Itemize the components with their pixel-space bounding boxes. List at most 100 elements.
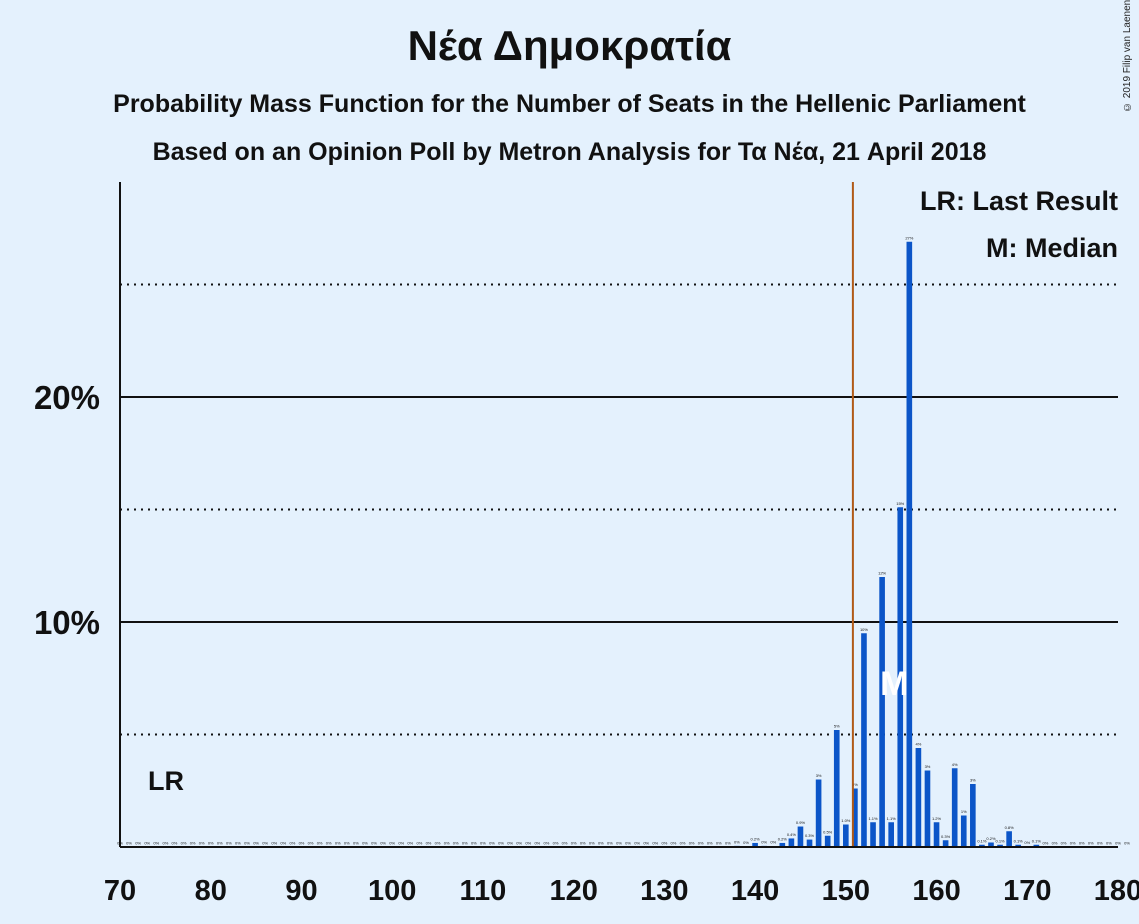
bar-label-seat-84: 0% bbox=[244, 841, 250, 846]
bar-seat-158 bbox=[915, 748, 922, 847]
bar-label-seat-138: 0% bbox=[734, 839, 740, 844]
bar-label-seat-106: 0% bbox=[444, 841, 450, 846]
x-tick-label-70: 70 bbox=[104, 875, 136, 907]
bar-label-seat-92: 0% bbox=[317, 841, 323, 846]
bar-label-seat-161: 0.3% bbox=[941, 834, 951, 839]
x-tick-label-150: 150 bbox=[822, 875, 870, 907]
bar-label-seat-150: 1.0% bbox=[841, 818, 851, 823]
bar-label-seat-174: 0% bbox=[1061, 841, 1067, 846]
bar-label-seat-131: 0% bbox=[671, 841, 677, 846]
x-tick-label-170: 170 bbox=[1003, 875, 1051, 907]
bar-seat-147 bbox=[815, 779, 822, 847]
bar-label-seat-101: 0% bbox=[398, 841, 404, 846]
median-marker: M bbox=[880, 665, 908, 703]
bar-label-seat-177: 0% bbox=[1088, 841, 1094, 846]
bar-seat-161 bbox=[942, 840, 949, 847]
bar-label-seat-136: 0% bbox=[716, 841, 722, 846]
bar-seat-149 bbox=[833, 730, 840, 847]
bar-label-seat-140: 0.2% bbox=[751, 836, 761, 841]
bar-label-seat-143: 0.2% bbox=[778, 836, 788, 841]
bar-seat-148 bbox=[824, 835, 831, 847]
bar-seat-151 bbox=[852, 788, 858, 847]
x-tick-label-120: 120 bbox=[549, 875, 597, 907]
bar-label-seat-172: 0% bbox=[1043, 841, 1049, 846]
bar-label-seat-124: 0% bbox=[607, 841, 613, 846]
bar-seat-145 bbox=[797, 826, 804, 847]
bar-label-seat-151: 3% bbox=[852, 782, 858, 787]
bar-label-seat-97: 0% bbox=[362, 841, 368, 846]
bar-seat-169 bbox=[1015, 844, 1022, 847]
chart-subtitle-2: Based on an Opinion Poll by Metron Analy… bbox=[152, 138, 987, 166]
bar-label-seat-163: 1% bbox=[961, 809, 967, 814]
bar-label-seat-173: 0% bbox=[1052, 841, 1058, 846]
bar-label-seat-116: 0% bbox=[534, 841, 540, 846]
x-tick-label-140: 140 bbox=[731, 875, 779, 907]
bar-label-seat-128: 0% bbox=[643, 841, 649, 846]
bar-label-seat-73: 0% bbox=[144, 841, 150, 846]
bar-label-seat-165: 0.1% bbox=[977, 838, 987, 843]
bar-label-seat-86: 0% bbox=[262, 841, 268, 846]
y-tick-label-20: 20% bbox=[34, 379, 100, 416]
bar-label-seat-80: 0% bbox=[208, 841, 214, 846]
x-tick-label-100: 100 bbox=[368, 875, 416, 907]
bar-label-seat-133: 0% bbox=[689, 841, 695, 846]
bar-label-seat-142: 0% bbox=[770, 840, 776, 845]
bar-label-seat-93: 0% bbox=[326, 841, 332, 846]
bar-seat-160 bbox=[933, 822, 940, 847]
bar-label-seat-117: 0% bbox=[544, 841, 550, 846]
chart-subtitle-1: Probability Mass Function for the Number… bbox=[113, 90, 1026, 118]
bar-seat-164 bbox=[970, 784, 976, 847]
bar-label-seat-104: 0% bbox=[426, 841, 432, 846]
bar-label-seat-145: 0.9% bbox=[796, 820, 806, 825]
x-tick-label-160: 160 bbox=[912, 875, 960, 907]
bar-label-seat-82: 0% bbox=[226, 841, 232, 846]
bar-label-seat-166: 0.2% bbox=[986, 836, 996, 841]
bar-label-seat-113: 0% bbox=[507, 841, 513, 846]
x-tick-label-130: 130 bbox=[640, 875, 688, 907]
bar-label-seat-91: 0% bbox=[308, 841, 314, 846]
bar-label-seat-162: 4% bbox=[952, 762, 958, 767]
bar-label-seat-112: 0% bbox=[498, 841, 504, 846]
bar-label-seat-169: 0.1% bbox=[1014, 838, 1024, 843]
bar-seat-165 bbox=[979, 844, 985, 847]
bar-label-seat-170: 0% bbox=[1024, 840, 1030, 845]
bar-label-seat-164: 3% bbox=[970, 778, 976, 783]
bar-seat-143 bbox=[779, 842, 786, 847]
chart-title: Νέα Δημοκρατία bbox=[407, 22, 732, 69]
bar-seat-171 bbox=[1033, 844, 1040, 847]
y-tick-label-10: 10% bbox=[34, 604, 100, 641]
bar-label-seat-109: 0% bbox=[471, 841, 477, 846]
bar-seat-152 bbox=[861, 633, 867, 847]
last-result-label: LR bbox=[148, 766, 184, 796]
bar-label-seat-129: 0% bbox=[652, 841, 658, 846]
bar-label-seat-99: 0% bbox=[380, 841, 386, 846]
bar-label-seat-137: 0% bbox=[725, 841, 731, 846]
bar-label-seat-119: 0% bbox=[562, 841, 568, 846]
bar-label-seat-108: 0% bbox=[462, 841, 468, 846]
bar-label-seat-147: 3% bbox=[816, 773, 822, 778]
bar-seat-154 bbox=[879, 577, 885, 847]
bar-label-seat-134: 0% bbox=[698, 841, 704, 846]
bar-seat-167 bbox=[997, 844, 1003, 847]
bar-label-seat-71: 0% bbox=[126, 841, 132, 846]
bar-label-seat-154: 12% bbox=[878, 571, 886, 576]
bar-label-seat-175: 0% bbox=[1070, 841, 1076, 846]
bar-label-seat-115: 0% bbox=[525, 841, 531, 846]
bar-seat-163 bbox=[960, 815, 967, 847]
bar-label-seat-103: 0% bbox=[417, 841, 423, 846]
bar-label-seat-179: 0% bbox=[1106, 841, 1112, 846]
bar-label-seat-85: 0% bbox=[253, 841, 259, 846]
bar-label-seat-160: 1.2% bbox=[932, 816, 942, 821]
bar-label-seat-127: 0% bbox=[634, 841, 640, 846]
bar-label-seat-132: 0% bbox=[680, 841, 686, 846]
bar-label-seat-75: 0% bbox=[162, 841, 168, 846]
bar-seat-153 bbox=[870, 822, 876, 847]
bar-label-seat-78: 0% bbox=[190, 841, 196, 846]
bar-label-seat-122: 0% bbox=[589, 841, 595, 846]
legend-median: M: Median bbox=[986, 233, 1118, 263]
bar-label-seat-130: 0% bbox=[661, 841, 667, 846]
bar-label-seat-90: 0% bbox=[299, 841, 305, 846]
bar-label-seat-141: 0% bbox=[761, 839, 767, 844]
bar-label-seat-153: 1.1% bbox=[868, 816, 878, 821]
